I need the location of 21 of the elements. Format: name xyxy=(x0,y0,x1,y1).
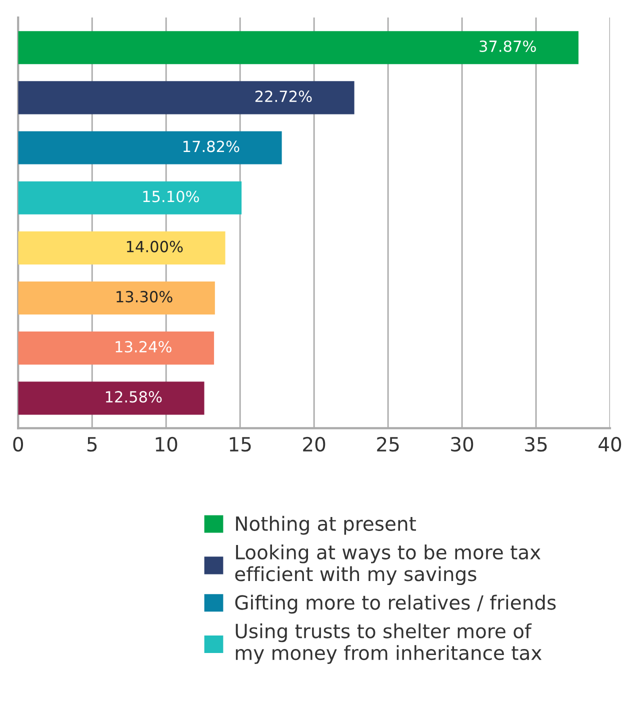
data-label: 12.58% xyxy=(106,391,162,403)
data-label: 37.87% xyxy=(480,40,536,52)
x-tick-label: 10 xyxy=(156,436,178,452)
data-label: 15.10% xyxy=(143,190,199,202)
x-tick-label: 25 xyxy=(377,436,399,452)
x-tick-label: 40 xyxy=(598,436,622,452)
legend-label: Gifting more to relatives / friends xyxy=(235,594,556,614)
data-label: 14.00% xyxy=(126,240,183,252)
legend-label: Nothing at present xyxy=(236,516,416,535)
data-label: 13.24% xyxy=(116,340,172,353)
data-label: 17.82% xyxy=(183,140,240,152)
data-label: 22.72% xyxy=(255,90,312,102)
x-tick-label: 0 xyxy=(13,436,24,452)
x-tick-label: 30 xyxy=(451,436,474,452)
x-tick-label: 35 xyxy=(525,436,547,452)
data-label: 13.30% xyxy=(116,290,172,302)
x-tick-label: 15 xyxy=(230,437,251,452)
legend-label: Looking at ways to be more tax efficient with my savings xyxy=(235,544,540,586)
legend-label: Using trusts to shelter more of my money from inheritance tax xyxy=(236,623,542,664)
x-tick-label: 20 xyxy=(303,436,326,452)
x-tick-label: 5 xyxy=(87,437,97,452)
